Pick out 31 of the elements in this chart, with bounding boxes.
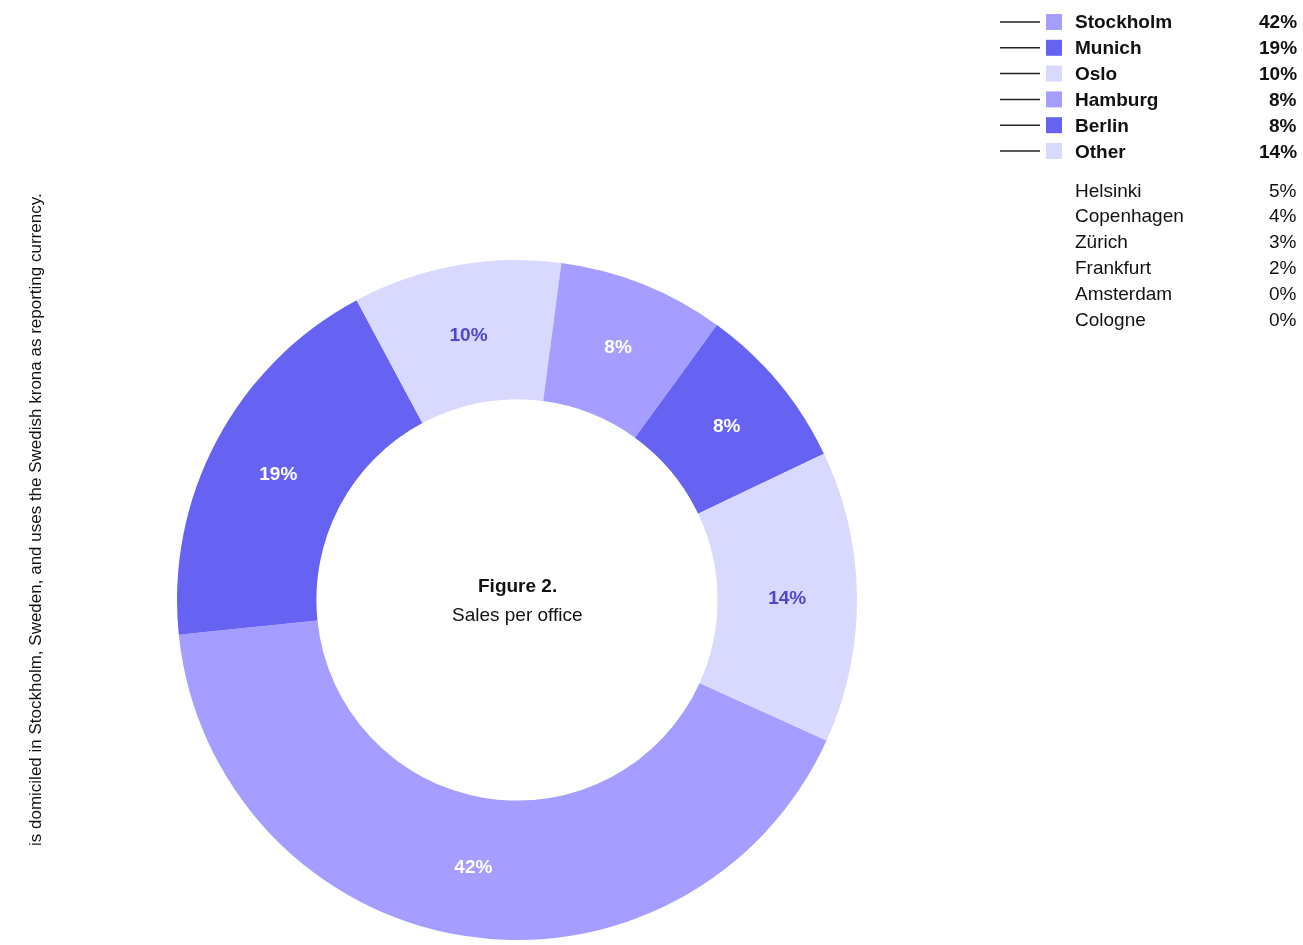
donut-slice <box>698 453 857 741</box>
legend-label: Oslo <box>1075 63 1118 84</box>
text: Cologne 0% <box>1075 309 1297 330</box>
legend-label: Munich <box>1075 37 1142 58</box>
data-label: 42% <box>454 856 493 878</box>
text: Frankfurt 2% <box>1075 257 1297 278</box>
text: Copenhagen 4% <box>1075 205 1297 226</box>
text: 42% <box>1259 11 1298 32</box>
donut-slice <box>177 300 423 635</box>
data-label: 8% <box>713 415 741 437</box>
text: Amsterdam 0% <box>1075 283 1297 304</box>
text: Sales per office <box>452 604 583 625</box>
text: Helsinki 5% <box>1075 180 1297 201</box>
legend-label: Hamburg <box>1075 89 1159 110</box>
donut-slice <box>356 260 562 424</box>
data-label: 10% <box>449 323 488 345</box>
legend-label: Stockholm <box>1075 11 1173 32</box>
data-label: 8% <box>604 336 632 358</box>
text: 14% <box>1259 141 1298 162</box>
donut-slice <box>634 324 824 514</box>
text: Zürich 3% <box>1075 231 1297 252</box>
data-label: 19% <box>259 462 298 484</box>
legend-label: Other <box>1075 141 1127 162</box>
text: 10% <box>1259 63 1298 84</box>
data-label: 14% <box>768 587 807 609</box>
text: 19% <box>1259 37 1298 58</box>
text: Figure 2. <box>478 575 558 596</box>
legend-label: Berlin <box>1075 115 1129 136</box>
text: 8% <box>1269 115 1297 136</box>
text: 8% <box>1269 89 1297 110</box>
text: is domiciled in Stockholm, Sweden, and uses the Swedish krona as reporting currency. <box>26 193 45 846</box>
